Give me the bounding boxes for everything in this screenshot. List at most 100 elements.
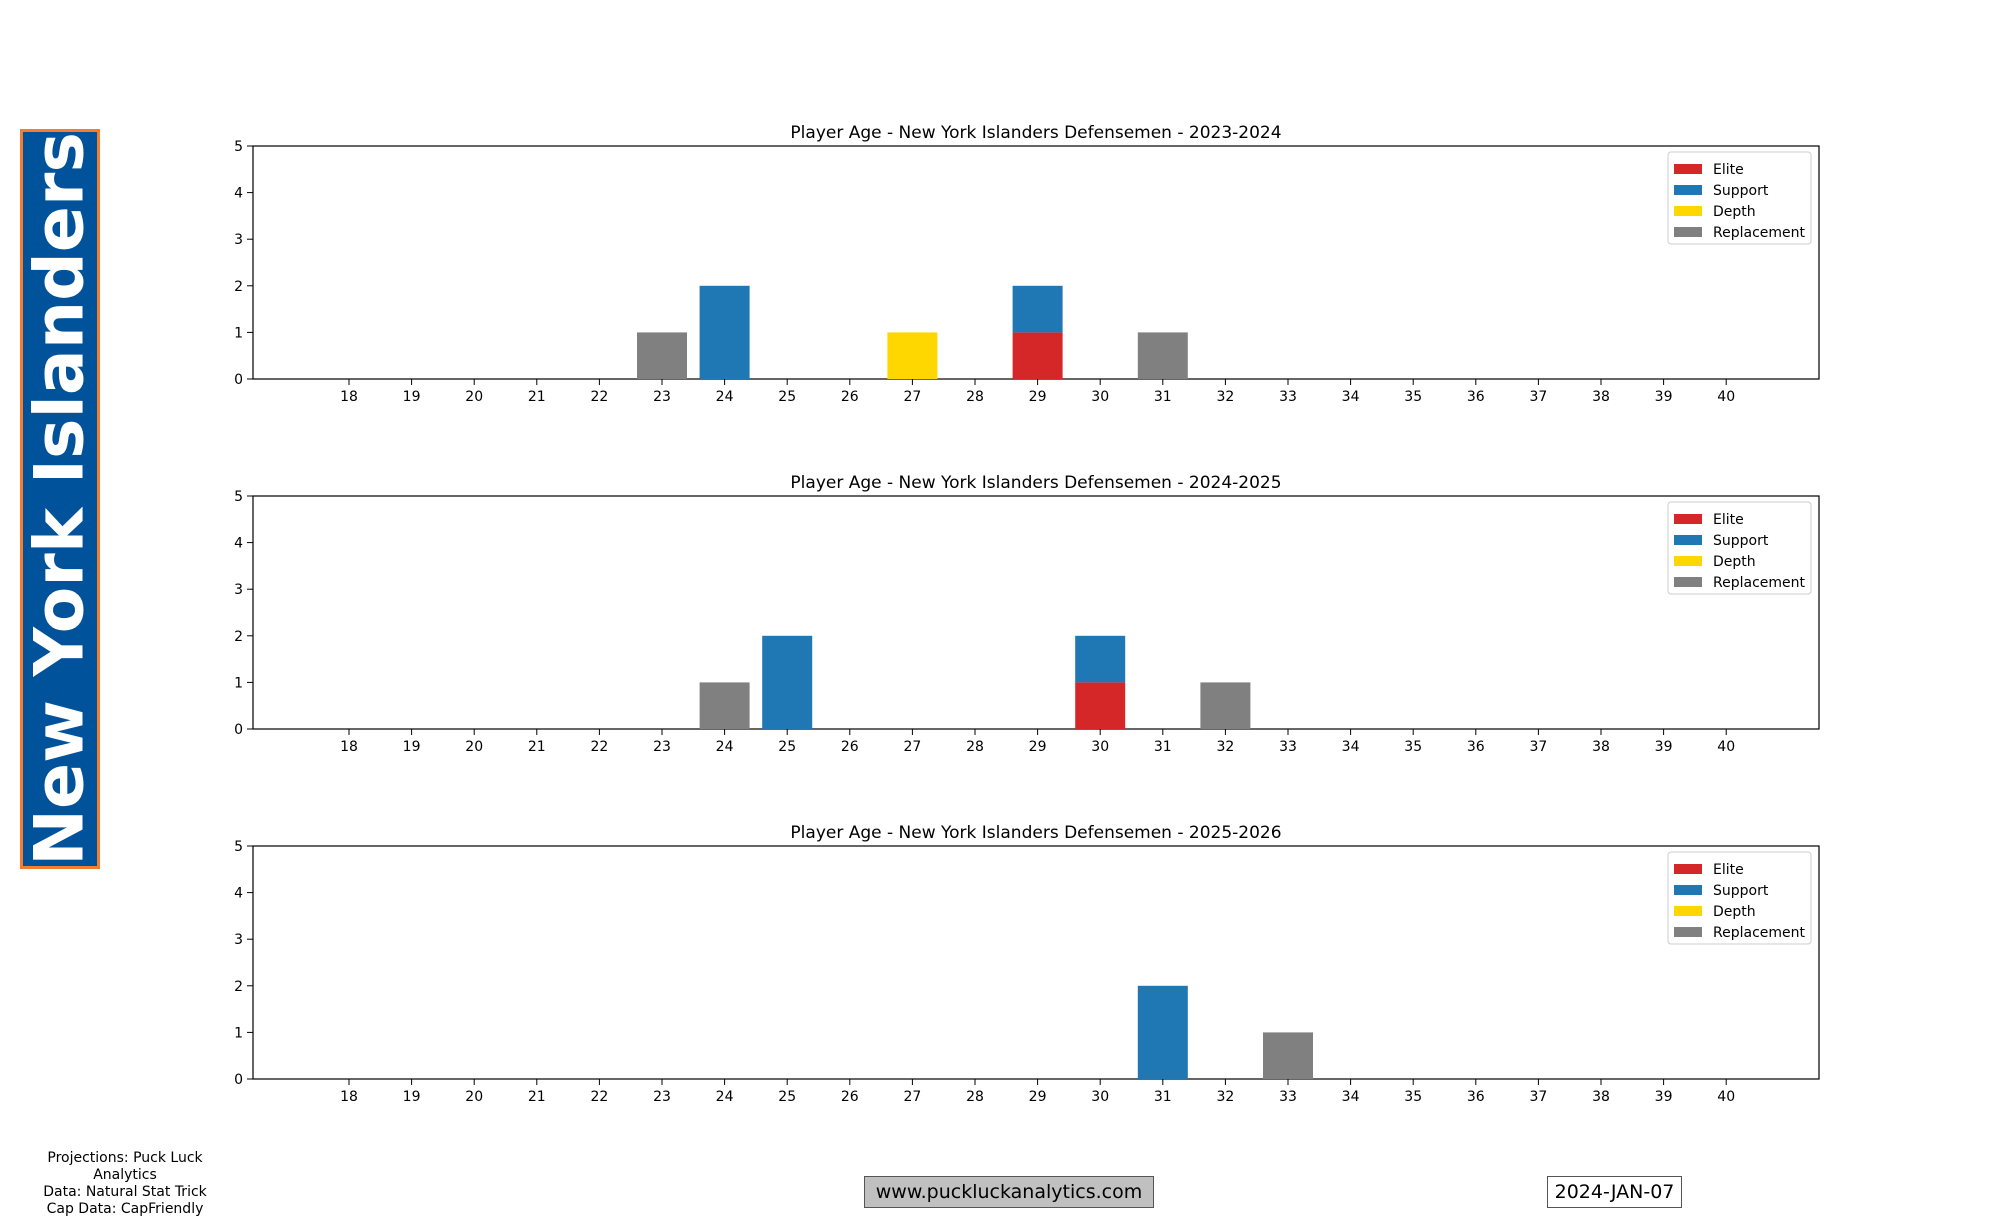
y-tick-label: 4: [234, 536, 243, 552]
x-tick-label: 32: [1216, 739, 1234, 755]
y-tick-label: 2: [234, 629, 243, 645]
bar-elite-age-29: [1012, 332, 1063, 379]
legend: Elite Support Depth Replacement: [1667, 501, 1812, 595]
x-tick-label: 27: [903, 739, 921, 755]
legend-label-elite: Elite: [1713, 862, 1744, 878]
x-tick-label: 37: [1529, 739, 1547, 755]
y-tick-label: 5: [234, 839, 243, 855]
x-tick-label: 35: [1404, 389, 1422, 405]
y-tick-label: 1: [234, 1025, 243, 1041]
x-tick-label: 35: [1404, 739, 1422, 755]
x-tick-label: 39: [1655, 389, 1673, 405]
x-tick-label: 39: [1655, 1089, 1673, 1105]
legend-label-depth: Depth: [1713, 204, 1756, 220]
y-tick-label: 3: [234, 232, 243, 248]
x-tick-label: 34: [1342, 739, 1360, 755]
x-tick-label: 18: [340, 389, 358, 405]
x-tick-label: 30: [1091, 389, 1109, 405]
legend-swatch-replacement: [1674, 927, 1702, 937]
credit-cap-data: Cap Data: CapFriendly: [46, 1201, 204, 1217]
credit-projections: Projections: Puck Luck Analytics: [47, 1150, 203, 1183]
x-tick-label: 28: [966, 389, 984, 405]
bar-support-age-24: [699, 285, 750, 379]
x-tick-label: 29: [1029, 739, 1047, 755]
x-tick-label: 20: [465, 1089, 483, 1105]
bar-replacement-age-32: [1200, 682, 1251, 729]
x-tick-label: 22: [590, 1089, 608, 1105]
x-tick-label: 35: [1404, 1089, 1422, 1105]
x-tick-label: 34: [1342, 389, 1360, 405]
x-tick-label: 30: [1091, 739, 1109, 755]
x-tick-label: 28: [966, 1089, 984, 1105]
x-tick-label: 37: [1529, 389, 1547, 405]
x-tick-label: 22: [590, 739, 608, 755]
y-tick-label: 1: [234, 325, 243, 341]
x-tick-label: 27: [903, 389, 921, 405]
x-tick-label: 25: [778, 739, 796, 755]
chart-3: Player Age - New York Islanders Defensem…: [234, 823, 1820, 1105]
x-tick-label: 24: [716, 739, 734, 755]
x-tick-label: 38: [1592, 389, 1610, 405]
x-tick-label: 21: [528, 389, 546, 405]
x-tick-label: 34: [1342, 1089, 1360, 1105]
y-tick-label: 4: [234, 186, 243, 202]
x-tick-label: 40: [1717, 1089, 1735, 1105]
legend-swatch-elite: [1674, 864, 1702, 874]
legend-box: [1667, 151, 1812, 245]
x-tick-label: 31: [1154, 389, 1172, 405]
x-tick-label: 20: [465, 389, 483, 405]
x-tick-label: 24: [716, 389, 734, 405]
chart-1: Player Age - New York Islanders Defensem…: [234, 123, 1820, 405]
chart-title: Player Age - New York Islanders Defensem…: [790, 123, 1281, 143]
x-tick-label: 26: [841, 739, 859, 755]
bar-replacement-age-24: [699, 682, 750, 729]
bar-elite-age-30: [1075, 682, 1126, 729]
legend-box: [1667, 501, 1812, 595]
x-tick-label: 19: [403, 739, 421, 755]
y-tick-label: 5: [234, 139, 243, 155]
x-tick-label: 19: [403, 389, 421, 405]
bar-replacement-age-31: [1137, 332, 1188, 379]
x-tick-label: 33: [1279, 1089, 1297, 1105]
y-tick-label: 3: [234, 932, 243, 948]
bar-support-age-30: [1075, 635, 1126, 683]
legend-label-support: Support: [1713, 183, 1769, 199]
x-tick-label: 23: [653, 389, 671, 405]
credit-data: Data: Natural Stat Trick: [43, 1184, 207, 1200]
website-label: www.puckluckanalytics.com: [864, 1176, 1154, 1208]
legend-label-replacement: Replacement: [1713, 225, 1806, 241]
team-name-banner: New York Islanders: [20, 129, 100, 869]
legend-swatch-support: [1674, 885, 1702, 895]
x-tick-label: 33: [1279, 389, 1297, 405]
x-tick-label: 37: [1529, 1089, 1547, 1105]
y-tick-label: 0: [234, 1072, 243, 1088]
x-tick-label: 25: [778, 1089, 796, 1105]
bar-support-age-29: [1012, 285, 1063, 333]
y-tick-label: 1: [234, 675, 243, 691]
date-label: 2024-JAN-07: [1547, 1176, 1682, 1208]
x-tick-label: 36: [1467, 1089, 1485, 1105]
x-tick-label: 31: [1154, 739, 1172, 755]
footer-credits: Projections: Puck Luck Analytics Data: N…: [20, 1150, 230, 1218]
x-tick-label: 21: [528, 1089, 546, 1105]
axes-frame: [252, 495, 1820, 730]
legend-swatch-depth: [1674, 556, 1702, 566]
x-tick-label: 36: [1467, 389, 1485, 405]
x-tick-label: 32: [1216, 1089, 1234, 1105]
bar-replacement-age-23: [637, 332, 687, 379]
x-tick-label: 18: [340, 739, 358, 755]
x-tick-label: 23: [653, 1089, 671, 1105]
x-tick-label: 29: [1029, 1089, 1047, 1105]
x-tick-label: 21: [528, 739, 546, 755]
bar-replacement-age-33: [1263, 1032, 1313, 1079]
x-tick-label: 30: [1091, 1089, 1109, 1105]
x-tick-label: 36: [1467, 739, 1485, 755]
legend-label-elite: Elite: [1713, 512, 1744, 528]
chart-2: Player Age - New York Islanders Defensem…: [234, 473, 1820, 755]
x-tick-label: 29: [1029, 389, 1047, 405]
x-tick-label: 39: [1655, 739, 1673, 755]
legend-swatch-elite: [1674, 164, 1702, 174]
x-tick-label: 19: [403, 1089, 421, 1105]
legend-swatch-support: [1674, 185, 1702, 195]
